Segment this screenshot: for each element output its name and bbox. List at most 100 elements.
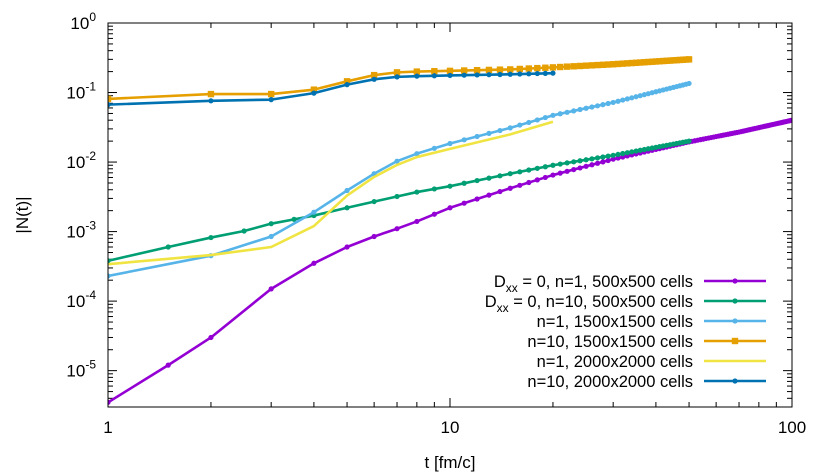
- series-2: [108, 138, 692, 264]
- data-point: [474, 196, 480, 202]
- data-point: [343, 78, 351, 85]
- data-point: [344, 244, 350, 250]
- y-tick-base: 10: [66, 223, 85, 242]
- data-point: [108, 399, 111, 405]
- data-point: [542, 70, 548, 76]
- data-point: [571, 166, 577, 173]
- data-point: [310, 86, 318, 93]
- data-point: [637, 147, 643, 153]
- data-point: [207, 90, 215, 98]
- data-point: [267, 90, 275, 98]
- data-point: [165, 244, 171, 250]
- data-point: [446, 67, 454, 75]
- y-tick-label: 10-3: [66, 219, 96, 242]
- x-tick-label: 1: [103, 418, 112, 437]
- data-point: [564, 109, 570, 115]
- legend-label-part: n=1, 1500x1500 cells: [537, 313, 693, 331]
- data-point: [507, 125, 513, 131]
- data-point: [594, 160, 601, 166]
- data-point: [600, 102, 606, 108]
- series-line: [108, 71, 553, 106]
- legend-marker: [732, 278, 738, 284]
- data-point: [615, 155, 621, 161]
- y-tick-label: 10-2: [66, 149, 96, 172]
- data-point: [534, 117, 540, 123]
- data-point: [605, 153, 611, 159]
- data-point: [600, 154, 606, 160]
- legend-label-part: D: [485, 293, 497, 311]
- data-point: [557, 111, 563, 117]
- data-point: [431, 145, 437, 151]
- data-point: [594, 103, 601, 109]
- data-point: [542, 164, 548, 170]
- data-point: [534, 70, 540, 77]
- y-tick-base: 10: [66, 362, 85, 381]
- data-point: [371, 76, 377, 82]
- data-point: [633, 94, 639, 100]
- legend-label-part: n=10, 2000x2000 cells: [527, 373, 693, 391]
- y-tick-exponent: -5: [85, 358, 96, 372]
- series-4: [108, 56, 693, 103]
- data-point: [414, 73, 420, 79]
- data-point: [624, 60, 631, 67]
- data-point: [507, 66, 514, 73]
- y-tick-base: 10: [66, 84, 85, 103]
- data-point: [663, 57, 670, 65]
- data-point: [414, 218, 420, 225]
- data-point: [605, 157, 611, 164]
- data-point: [413, 68, 421, 75]
- data-point: [652, 58, 660, 65]
- y-tick-label: 10-1: [66, 80, 96, 103]
- y-tick-base: 10: [66, 153, 85, 172]
- legend-marker: [732, 298, 738, 304]
- data-point: [645, 146, 651, 152]
- data-point: [629, 95, 635, 101]
- data-point: [615, 98, 621, 104]
- legend-label: n=10, 2000x2000 cells: [527, 373, 693, 391]
- data-point: [609, 61, 617, 68]
- data-point: [447, 72, 453, 79]
- data-point: [108, 95, 112, 103]
- data-point: [344, 187, 350, 194]
- data-point: [549, 64, 557, 71]
- data-point: [564, 160, 570, 166]
- legend-label: n=10, 1500x1500 cells: [527, 333, 693, 351]
- data-point: [208, 234, 214, 241]
- data-point: [624, 150, 630, 156]
- data-point: [550, 112, 556, 118]
- x-tick-label: 100: [778, 418, 806, 437]
- data-point: [641, 92, 647, 98]
- data-point: [534, 165, 540, 171]
- data-point: [414, 151, 420, 157]
- data-point: [474, 133, 480, 140]
- data-point: [550, 70, 556, 76]
- data-point: [645, 58, 652, 66]
- data-point: [431, 186, 437, 192]
- series-3: [108, 80, 692, 279]
- data-point: [344, 82, 350, 88]
- legend-label-part: xx: [506, 281, 518, 295]
- data-point: [371, 233, 377, 240]
- data-point: [685, 56, 693, 63]
- data-point: [486, 72, 492, 78]
- legend-marker: [732, 378, 738, 384]
- data-point: [534, 64, 541, 72]
- data-point: [108, 273, 111, 279]
- y-tick-label: 100: [70, 10, 96, 33]
- y-tick-base: 10: [70, 14, 89, 33]
- data-point: [594, 155, 601, 161]
- data-point: [507, 71, 513, 77]
- y-tick-exponent: -1: [85, 80, 96, 94]
- legend-marker: [732, 318, 738, 324]
- data-point: [208, 98, 214, 104]
- legend-label-part: n=1, 2000x2000 cells: [537, 353, 693, 371]
- data-point: [620, 97, 626, 103]
- data-point: [241, 228, 247, 234]
- data-point: [557, 161, 563, 167]
- data-point: [526, 167, 532, 173]
- data-point: [570, 63, 577, 70]
- data-point: [589, 156, 595, 162]
- legend-label: Dxx = 0, n=1, 500x500 cells: [494, 273, 693, 295]
- data-point: [641, 146, 647, 153]
- data-point: [556, 63, 564, 71]
